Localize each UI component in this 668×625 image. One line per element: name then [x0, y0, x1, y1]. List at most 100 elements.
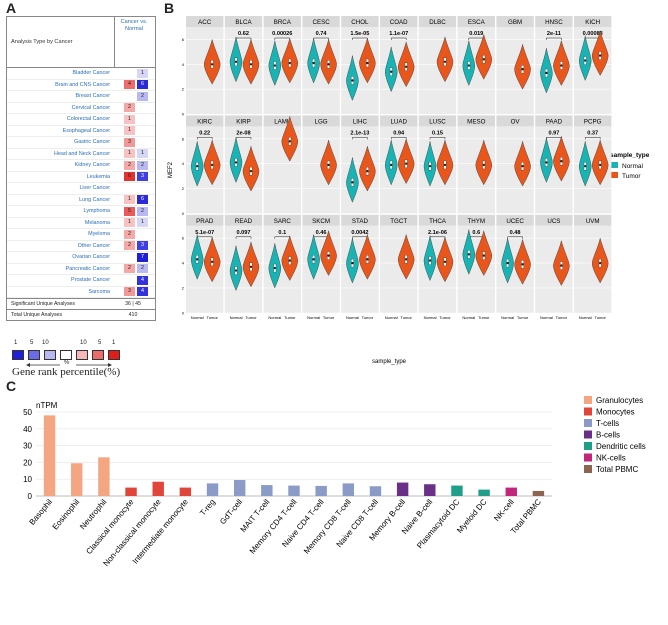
violin-median [327, 254, 330, 257]
cancer-name: Prostate Cancer [71, 277, 110, 284]
violin-median [234, 60, 238, 63]
facet-title: LUSC [429, 118, 446, 125]
up-count: 1 [124, 149, 135, 159]
violin-median [249, 265, 253, 269]
cancer-row: Ovarian Cancer 7 [7, 252, 155, 264]
p-value: 2.1e-06 [428, 230, 447, 236]
facet-title: BLCA [235, 19, 252, 26]
header-cancer-vs-normal: Cancer vs. Normal [120, 19, 148, 32]
p-bracket [196, 137, 213, 140]
down-count: 2 [137, 206, 148, 216]
c-x-tick: Classical monocyte [84, 497, 136, 556]
violin-median [196, 258, 199, 261]
facet-title: LUAD [390, 118, 407, 125]
facet-title: KICH [585, 19, 600, 26]
up-count: 3 [124, 287, 135, 297]
facet-title: HNSC [545, 19, 563, 26]
violin-median [390, 70, 393, 73]
c-legend-label: Monocytes [596, 408, 635, 417]
x-tick-tumor: Tumor [284, 315, 296, 320]
cancer-name: Lymphoma [83, 208, 110, 215]
cancer-name: Liver Cancer [79, 185, 110, 192]
facet-strip [574, 16, 612, 27]
bar-memory-cd4-t-cell [288, 485, 300, 496]
c-legend-swatch [584, 465, 592, 473]
c-legend-swatch [584, 442, 592, 450]
cancer-name: Gastric Cancer [74, 139, 110, 146]
panel-c-label: C [6, 378, 17, 394]
oncomine-table: Analysis Type by Cancer Cancer vs. Norma… [6, 16, 156, 321]
violin-median [273, 266, 277, 270]
facet-strip [457, 214, 495, 226]
cancer-row: Leukemia 6 3 [7, 172, 155, 183]
legend-swatch [92, 350, 104, 360]
violin-median [584, 59, 587, 62]
cancer-row: Lung Cancer 1 6 [7, 195, 155, 206]
violin-median [443, 260, 447, 264]
x-tick-normal: Normal [191, 315, 204, 320]
violin-median [273, 64, 277, 67]
c-legend-swatch [584, 419, 592, 427]
cancer-row: Sarcoma 3 4 [7, 287, 155, 298]
p-value: 0.6 [472, 230, 480, 236]
cancer-name: Lung Cancer [79, 196, 110, 203]
violin-median [351, 181, 354, 184]
violin-median [598, 163, 602, 167]
c-legend-label: Total PBMC [596, 465, 638, 474]
facet-title: TGCT [390, 218, 407, 225]
down-count: 2 [137, 91, 148, 101]
p-bracket [235, 236, 252, 239]
facet-title: UVM [586, 218, 600, 225]
facet-strip [380, 214, 418, 226]
header-analysis-type: Analysis Type by Cancer [11, 39, 73, 45]
facet-title: KIRP [236, 118, 250, 125]
y-tick: 0 [182, 310, 185, 315]
p-bracket [390, 137, 407, 140]
legend-arrows [26, 363, 112, 367]
legend-normal-swatch [610, 162, 618, 168]
c-legend-label: T-cells [596, 419, 619, 428]
facet-title: ESCA [468, 19, 486, 26]
legend-num: 10 [42, 340, 49, 346]
violin-median [521, 263, 524, 266]
c-x-tick: Basophil [27, 497, 54, 526]
violin-xlabel: sample_type [372, 359, 407, 365]
violin-median [312, 61, 315, 65]
violin-median [545, 161, 548, 164]
cancer-row: Myeloma 2 [7, 229, 155, 241]
c-y-tick: 40 [23, 425, 32, 434]
cancer-row: Head and Neck Cancer 1 1 [7, 149, 155, 160]
sig-label: Significant Unique Analyses [11, 301, 76, 307]
violin-median [428, 259, 432, 262]
bar-naive-cd8-t-cell [369, 486, 382, 496]
facet-title: SKCM [312, 218, 330, 225]
legend-swatch [108, 350, 120, 360]
violin-median [234, 161, 238, 164]
violin-median [351, 261, 354, 265]
y-tick: 6 [182, 236, 185, 241]
down-count: 1 [137, 68, 148, 78]
c-x-tick: Memory CD4 T-cell [248, 497, 299, 555]
p-bracket [352, 137, 368, 140]
violin-median [366, 61, 369, 65]
facet-strip [496, 16, 534, 27]
p-bracket [390, 37, 407, 40]
legend-pct: % [64, 360, 70, 366]
up-count [124, 92, 135, 101]
panel-b-label: B [164, 0, 175, 16]
facet-strip [380, 115, 418, 127]
facet-strip [186, 115, 224, 127]
x-tick-normal: Normal [579, 315, 592, 320]
down-count: 3 [137, 241, 148, 251]
cancer-row: Brain and CNS Cancer 4 6 [7, 80, 155, 91]
y-tick: 4 [182, 161, 185, 166]
violin-median [288, 140, 291, 143]
bar-t-reg [206, 483, 219, 496]
bar-mait-t-cell [261, 485, 273, 496]
violin-median [443, 163, 447, 167]
facet-strip [457, 115, 495, 127]
expression-panel: nTPM 0 10 20 30 40 50 Basophil Eosinophil Neutro… [0, 390, 668, 625]
facet-strip [302, 115, 340, 127]
y-tick: 2 [182, 186, 185, 191]
x-tick-tumor: Tumor [478, 315, 490, 320]
